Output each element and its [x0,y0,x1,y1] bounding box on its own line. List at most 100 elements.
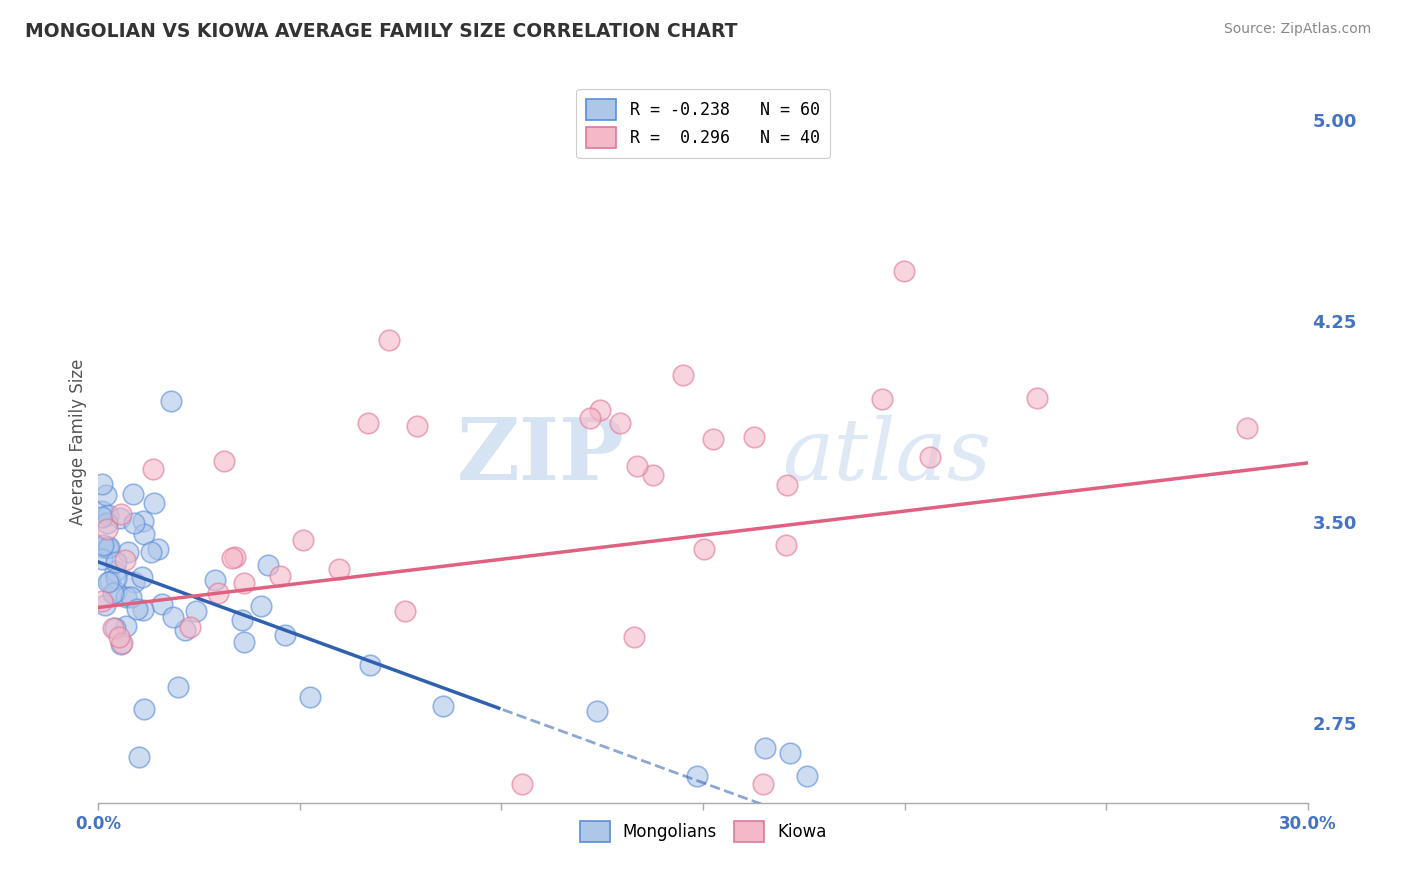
Point [775,478,797,492]
Point [91,551,114,566]
Point [122,487,145,501]
Point [132,701,155,715]
Text: atlas: atlas [782,415,991,498]
Point [115,590,138,604]
Point [114,619,136,633]
Point [97,541,120,555]
Point [96,540,118,554]
Point [111,636,134,650]
Point [184,604,207,618]
Point [212,454,235,468]
Point [672,368,695,382]
Point [150,598,173,612]
Point [754,740,776,755]
Point [328,562,350,576]
Point [579,411,602,425]
Point [274,628,297,642]
Point [796,769,818,783]
Point [91,476,114,491]
Point [623,630,645,644]
Point [131,515,153,529]
Point [204,573,226,587]
Point [104,564,127,578]
Point [359,657,381,672]
Point [693,541,716,556]
Point [101,586,124,600]
Point [122,516,145,531]
Point [134,527,156,541]
Point [108,630,131,644]
Point [139,544,162,558]
Point [114,553,136,567]
Point [146,541,169,556]
Point [257,558,280,573]
Point [1236,421,1258,435]
Point [702,432,724,446]
Point [893,264,915,278]
Point [586,704,609,718]
Point [143,496,166,510]
Point [377,333,399,347]
Point [167,680,190,694]
Point [291,533,314,547]
Point [105,556,128,570]
Y-axis label: Average Family Size: Average Family Size [69,359,87,524]
Point [269,569,291,583]
Point [432,698,454,713]
Point [231,613,253,627]
Point [589,402,612,417]
Point [98,540,121,554]
Point [93,538,115,552]
Point [94,488,117,502]
Point [93,598,115,612]
Point [117,545,139,559]
Point [224,549,246,564]
Point [233,576,256,591]
Point [131,570,153,584]
Point [132,602,155,616]
Point [752,777,775,791]
Point [91,594,114,608]
Point [162,610,184,624]
Point [173,624,195,638]
Point [920,450,942,465]
Point [250,599,273,613]
Point [91,504,114,518]
Point [101,621,124,635]
Point [742,429,765,443]
Point [298,690,321,704]
Point [626,458,648,473]
Point [779,747,801,761]
Point [142,462,165,476]
Point [128,750,150,764]
Text: Source: ZipAtlas.com: Source: ZipAtlas.com [1223,22,1371,37]
Point [104,571,127,585]
Point [179,620,201,634]
Point [110,507,132,521]
Point [97,574,120,589]
Point [609,416,631,430]
Point [104,621,127,635]
Point [91,509,114,524]
Point [207,585,229,599]
Text: ZIP: ZIP [457,414,624,498]
Point [110,510,132,524]
Point [125,602,148,616]
Point [405,419,427,434]
Point [121,591,143,605]
Point [98,574,121,588]
Point [96,516,118,530]
Point [233,635,256,649]
Point [96,522,118,536]
Point [104,584,127,599]
Point [91,540,114,554]
Point [124,575,146,590]
Point [870,392,893,406]
Point [160,394,183,409]
Text: MONGOLIAN VS KIOWA AVERAGE FAMILY SIZE CORRELATION CHART: MONGOLIAN VS KIOWA AVERAGE FAMILY SIZE C… [25,22,738,41]
Point [110,637,132,651]
Point [1026,392,1049,406]
Point [775,537,797,551]
Point [357,416,380,430]
Point [221,551,243,566]
